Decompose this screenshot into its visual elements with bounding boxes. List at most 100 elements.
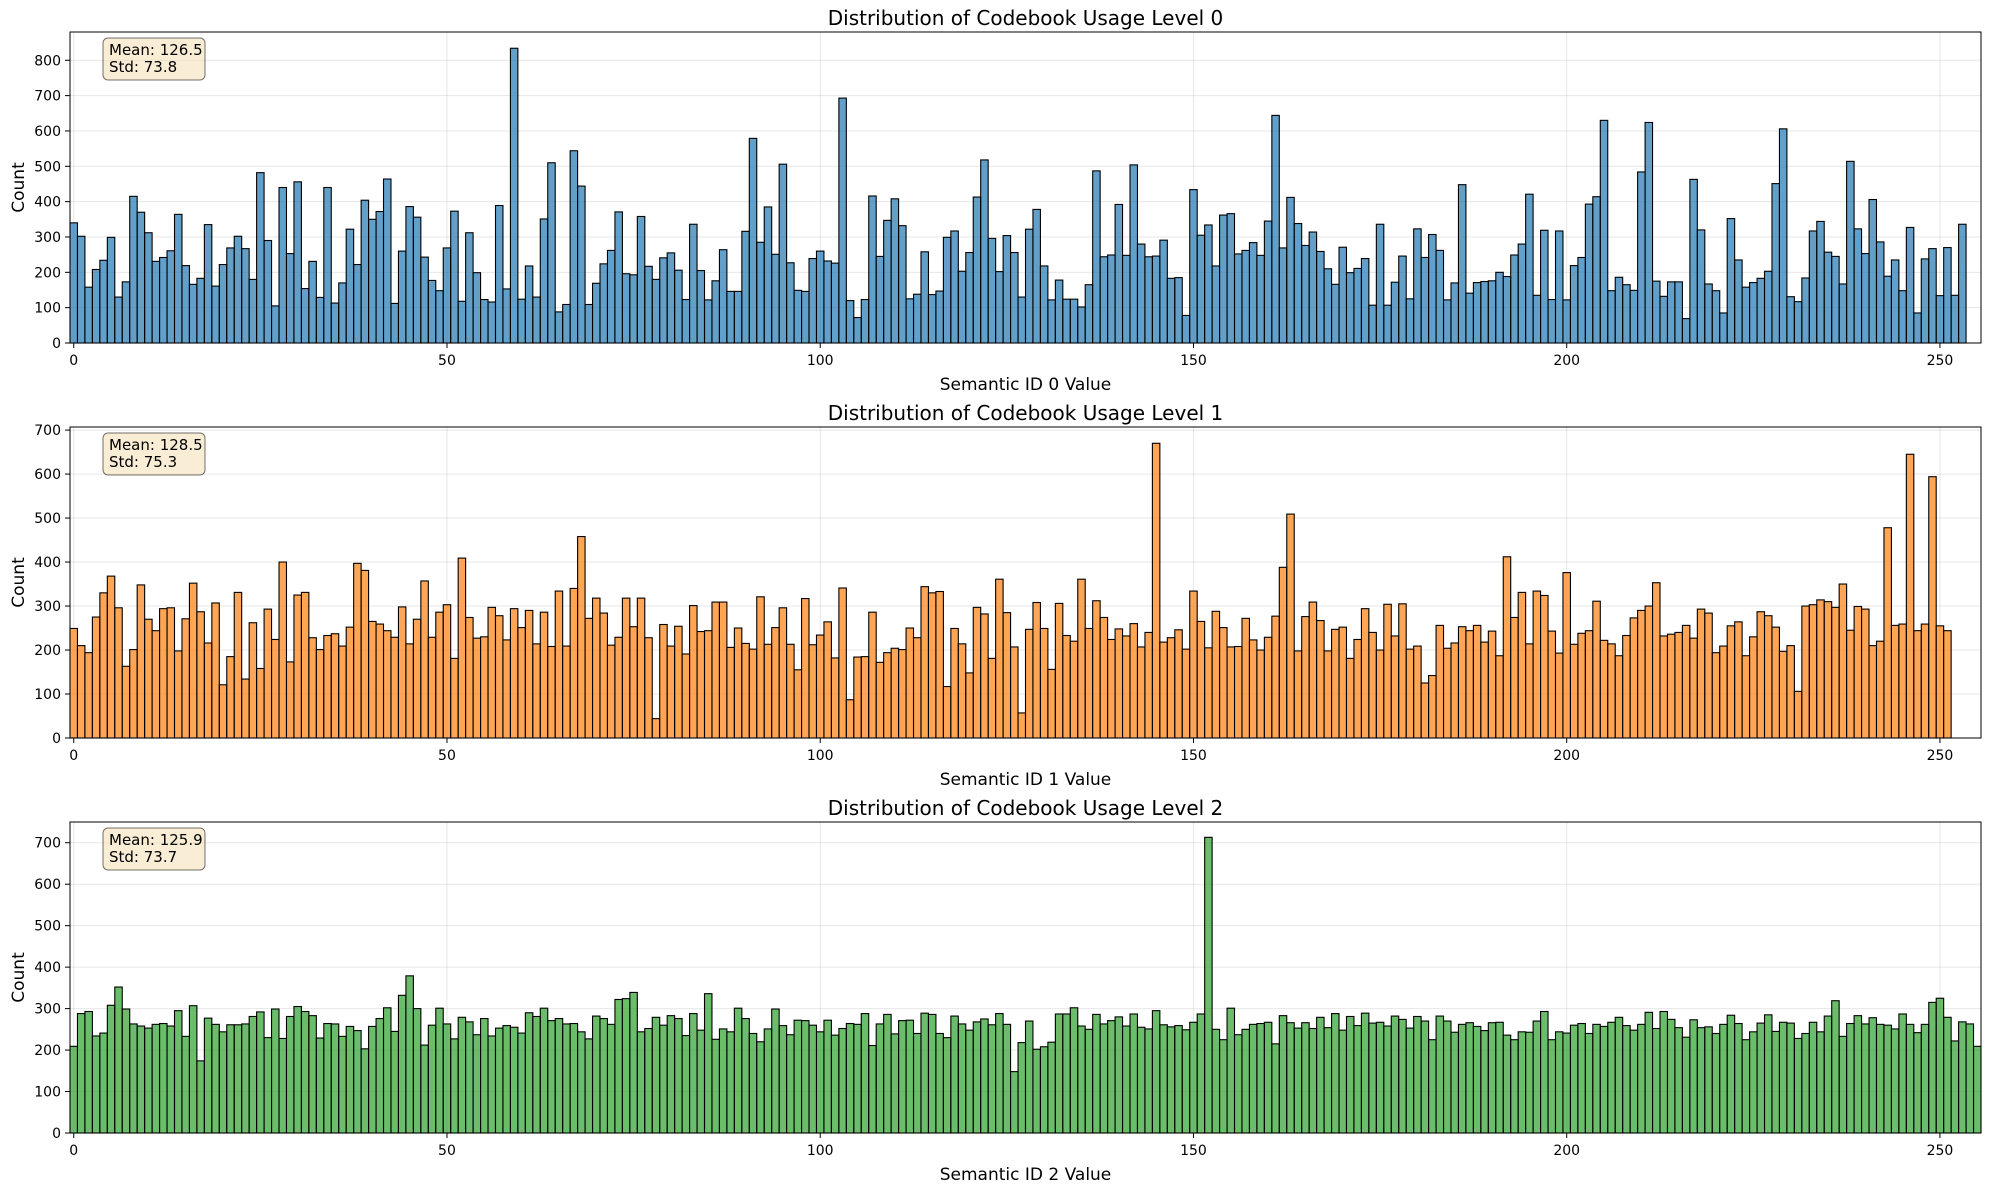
histogram-bar (1465, 292, 1474, 344)
histogram-bar (1525, 1031, 1534, 1134)
histogram-bar (1017, 1042, 1027, 1134)
histogram-bar (1196, 234, 1206, 344)
histogram-bar (226, 247, 235, 344)
histogram-bar (1756, 277, 1766, 344)
histogram-bar (562, 303, 571, 344)
histogram-bar (1890, 259, 1900, 344)
histogram-bar (1532, 590, 1542, 739)
histogram-bar (1935, 625, 1945, 739)
histogram-bar (1054, 602, 1064, 739)
histogram-bar (1935, 997, 1945, 1134)
histogram-bar (1099, 616, 1109, 739)
histogram-bar (1793, 301, 1803, 344)
y-tick-label: 700 (34, 89, 61, 105)
histogram-bar (1047, 1041, 1056, 1134)
histogram-bar (1726, 625, 1736, 739)
histogram-bar (890, 647, 900, 739)
histogram-bar (532, 296, 541, 344)
stats-mean: Mean: 125.9 (109, 831, 203, 849)
histogram-bar (756, 1041, 765, 1134)
histogram-bar (1039, 627, 1049, 739)
histogram-bar (1435, 249, 1445, 344)
histogram-bar (1256, 649, 1265, 739)
histogram-bar (756, 596, 765, 739)
histogram-bar (166, 607, 176, 739)
histogram-bar (748, 1032, 758, 1134)
histogram-bar (1442, 1020, 1452, 1134)
histogram-bar (771, 627, 780, 739)
histogram-bar (1077, 578, 1086, 739)
histogram-bar (375, 623, 385, 739)
histogram-bar (1107, 1020, 1116, 1134)
histogram-bar (1577, 632, 1586, 739)
histogram-bar (1129, 1013, 1139, 1134)
histogram-bar (1517, 1031, 1527, 1134)
histogram-bar (338, 645, 347, 739)
histogram-bar (472, 637, 482, 739)
histogram-bar (860, 298, 870, 344)
histogram-bar (1540, 229, 1549, 344)
histogram-bar (539, 218, 549, 344)
histogram-bar (1913, 1032, 1922, 1134)
histogram-bar (748, 137, 758, 344)
y-tick-label: 100 (34, 1085, 61, 1101)
y-tick-label: 400 (34, 960, 61, 976)
histogram-bar (1241, 249, 1250, 344)
histogram-bar (293, 181, 302, 344)
histogram-bar (285, 253, 295, 344)
histogram-bar (465, 1021, 474, 1134)
histogram-bar (995, 578, 1004, 739)
histogram-bar (308, 1015, 317, 1134)
histogram-bar (1301, 244, 1310, 344)
histogram-bar (1181, 1029, 1191, 1134)
histogram-bar (1831, 606, 1840, 739)
histogram-bar (196, 277, 205, 344)
histogram-bar (69, 222, 79, 344)
histogram-bar (1487, 630, 1497, 739)
histogram-bar (330, 1023, 340, 1134)
histogram-bar (1674, 1027, 1683, 1134)
histogram-bar (1883, 1024, 1892, 1134)
histogram-bar (1166, 637, 1176, 739)
histogram-bar (181, 618, 190, 739)
histogram-bar (644, 265, 653, 344)
y-tick-label: 300 (34, 599, 61, 615)
histogram-bar (1898, 290, 1907, 344)
histogram-bar (1510, 616, 1519, 739)
histogram-bar (188, 283, 198, 344)
histogram-bar (1077, 1025, 1086, 1134)
histogram-bar (1696, 229, 1706, 344)
histogram-bar (1360, 608, 1370, 739)
histogram-bar (129, 1023, 138, 1134)
histogram-bar (569, 1022, 579, 1134)
histogram-bar (957, 643, 967, 739)
histogram-bar (860, 1013, 870, 1134)
histogram-bar (353, 1030, 362, 1134)
histogram-bar (1360, 257, 1370, 344)
histogram-bar (509, 1026, 519, 1134)
histogram-bar (465, 616, 474, 739)
histogram-bar (711, 1038, 720, 1134)
histogram-bar (1226, 213, 1236, 344)
histogram-bar (1875, 640, 1885, 739)
histogram-bar (987, 657, 997, 739)
histogram-bar (935, 290, 944, 344)
histogram-bar (517, 627, 526, 739)
histogram-bar (300, 1010, 310, 1134)
y-axis-label: Count (9, 952, 29, 1003)
histogram-bar (1226, 1007, 1236, 1134)
histogram-bar (927, 294, 937, 344)
histogram-bar (666, 252, 676, 344)
histogram-bar (577, 185, 586, 344)
histogram-bar (1734, 259, 1743, 344)
histogram-bar (509, 608, 519, 739)
histogram-bar (1465, 1022, 1474, 1134)
histogram-bar (1293, 1027, 1303, 1134)
histogram-bar (674, 625, 683, 739)
histogram-bar (629, 991, 638, 1134)
histogram-bar (76, 645, 86, 739)
histogram-bar (778, 607, 788, 739)
x-tick-label: 50 (438, 1143, 456, 1159)
histogram-bar (382, 630, 392, 739)
histogram-bar (823, 621, 832, 739)
